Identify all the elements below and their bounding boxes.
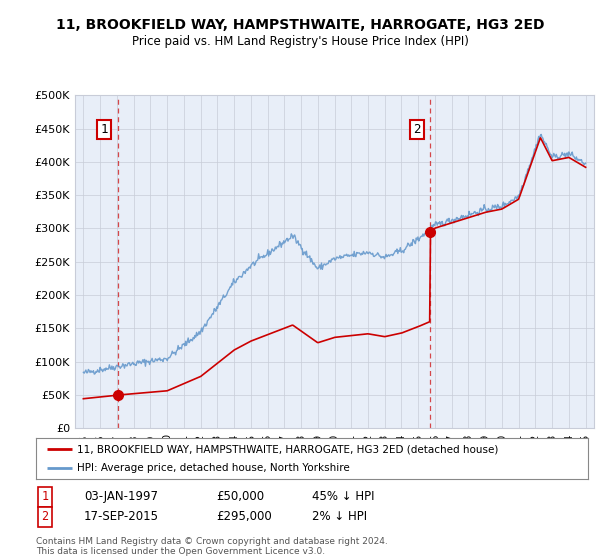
Text: Contains HM Land Registry data © Crown copyright and database right 2024.: Contains HM Land Registry data © Crown c… <box>36 537 388 546</box>
Text: HPI: Average price, detached house, North Yorkshire: HPI: Average price, detached house, Nort… <box>77 463 350 473</box>
Text: 45% ↓ HPI: 45% ↓ HPI <box>312 490 374 503</box>
Text: 17-SEP-2015: 17-SEP-2015 <box>84 510 159 524</box>
Text: 2% ↓ HPI: 2% ↓ HPI <box>312 510 367 524</box>
Text: 2: 2 <box>413 123 421 136</box>
Text: 1: 1 <box>41 490 49 503</box>
Text: £295,000: £295,000 <box>216 510 272 524</box>
Text: 11, BROOKFIELD WAY, HAMPSTHWAITE, HARROGATE, HG3 2ED: 11, BROOKFIELD WAY, HAMPSTHWAITE, HARROG… <box>56 18 544 32</box>
Text: 1: 1 <box>100 123 108 136</box>
Text: £50,000: £50,000 <box>216 490 264 503</box>
Text: 11, BROOKFIELD WAY, HAMPSTHWAITE, HARROGATE, HG3 2ED (detached house): 11, BROOKFIELD WAY, HAMPSTHWAITE, HARROG… <box>77 445 499 454</box>
Text: This data is licensed under the Open Government Licence v3.0.: This data is licensed under the Open Gov… <box>36 547 325 556</box>
Text: 2: 2 <box>41 510 49 524</box>
Text: 03-JAN-1997: 03-JAN-1997 <box>84 490 158 503</box>
Text: Price paid vs. HM Land Registry's House Price Index (HPI): Price paid vs. HM Land Registry's House … <box>131 35 469 49</box>
